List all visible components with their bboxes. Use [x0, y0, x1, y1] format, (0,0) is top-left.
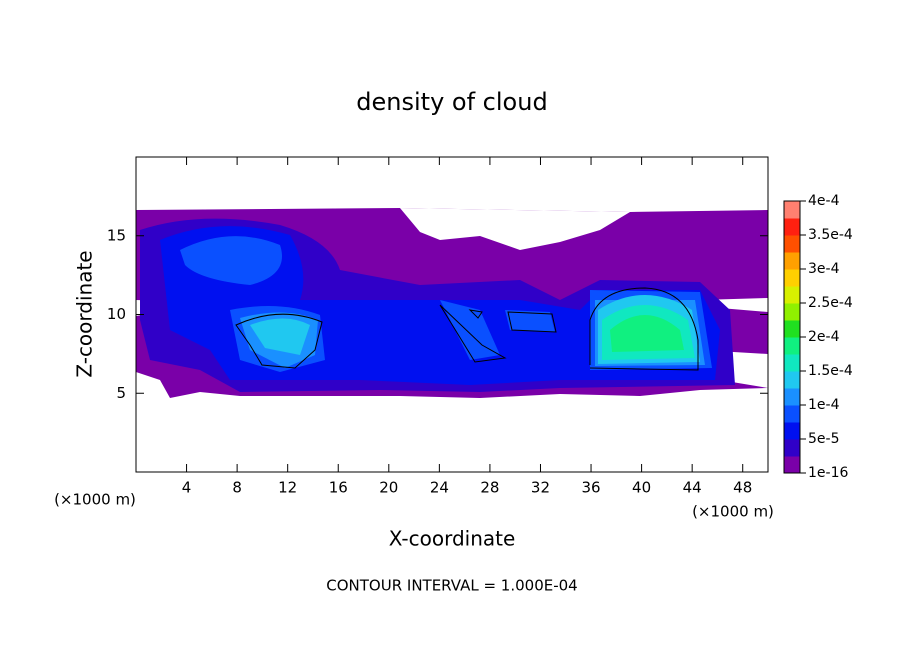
y-axis-label: Z-coordinate — [73, 250, 97, 377]
colorbar-label: 4e-4 — [808, 193, 840, 209]
x-tick-label: 16 — [329, 479, 348, 497]
colorbar-band — [784, 388, 800, 406]
x-axis-label: X-coordinate — [389, 527, 516, 551]
y-tick-label: 15 — [107, 226, 126, 244]
colorbar-band — [784, 201, 800, 219]
x-tick-label: 24 — [430, 479, 449, 497]
colorbar-label: 1e-16 — [808, 465, 848, 481]
contour-field — [136, 208, 768, 398]
colorbar-band — [784, 422, 800, 440]
contour-interval-note: CONTOUR INTERVAL = 1.000E-04 — [326, 577, 577, 595]
x-tick-label: 8 — [232, 479, 242, 497]
colorbar-label: 2.5e-4 — [808, 295, 853, 311]
x-unit-label: (×1000 m) — [692, 503, 774, 521]
colorbar-band — [784, 303, 800, 321]
colorbar-label: 2e-4 — [808, 329, 840, 345]
chart-title: density of cloud — [356, 88, 547, 116]
colorbar-band — [784, 286, 800, 304]
colorbar-band — [784, 235, 800, 253]
x-tick-label: 12 — [278, 479, 297, 497]
colorbar-band — [784, 405, 800, 423]
colorbar-band — [784, 456, 800, 474]
colorbar-band — [784, 218, 800, 236]
x-tick-label: 20 — [379, 479, 398, 497]
colorbar-label: 1.5e-4 — [808, 363, 853, 379]
colorbar-band — [784, 337, 800, 355]
x-tick-label: 44 — [683, 479, 702, 497]
x-tick-label: 40 — [632, 479, 651, 497]
x-tick-label: 4 — [182, 479, 192, 497]
colorbar-label: 5e-5 — [808, 431, 839, 447]
x-tick-label: 32 — [531, 479, 550, 497]
y-tick-label: 5 — [116, 384, 126, 402]
colorbar-band — [784, 252, 800, 270]
colorbar-band — [784, 354, 800, 372]
colorbar-label: 1e-4 — [808, 397, 840, 413]
y-unit-label: (×1000 m) — [54, 491, 136, 509]
x-tick-label: 48 — [733, 479, 752, 497]
x-tick-label: 28 — [480, 479, 499, 497]
y-tick-label: 10 — [107, 305, 126, 323]
colorbar-band — [784, 439, 800, 457]
colorbar-label: 3e-4 — [808, 261, 840, 277]
colorbar-band — [784, 320, 800, 338]
colorbar-band — [784, 269, 800, 287]
x-tick-label: 36 — [581, 479, 600, 497]
colorbar-label: 3.5e-4 — [808, 227, 853, 243]
colorbar-band — [784, 371, 800, 389]
